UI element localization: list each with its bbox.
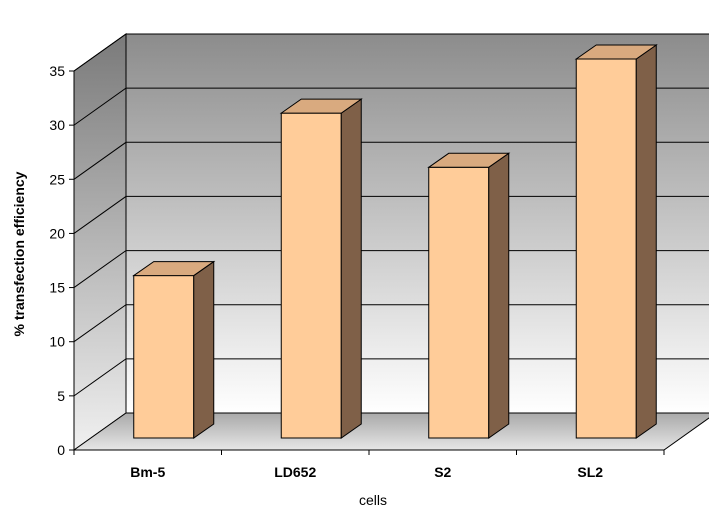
bar-sl2 bbox=[574, 44, 658, 439]
y-axis-title: % transfection efficiency bbox=[11, 171, 27, 336]
y-tick-label: 10 bbox=[49, 334, 65, 350]
gridline bbox=[73, 141, 709, 180]
gridline bbox=[73, 87, 709, 126]
bar-bm-5 bbox=[132, 260, 216, 439]
bar-side bbox=[340, 98, 362, 439]
x-tick-label: Bm-5 bbox=[130, 464, 165, 480]
bar-top bbox=[279, 98, 363, 114]
plot-walls bbox=[72, 33, 709, 451]
bar-front bbox=[575, 58, 637, 439]
gridline bbox=[73, 250, 709, 288]
bar-front bbox=[428, 166, 490, 439]
y-tick-label: 25 bbox=[49, 171, 65, 187]
x-tick-label: SL2 bbox=[577, 464, 603, 480]
bar-side bbox=[193, 260, 215, 439]
labels: 0 5 10 15 20 25 30 35 Bm-5 LD652 S2 SL2 bbox=[49, 63, 603, 480]
y-tick-label: 5 bbox=[57, 388, 65, 404]
gridline bbox=[73, 304, 709, 343]
gridline bbox=[73, 33, 709, 72]
bar-front bbox=[133, 275, 195, 439]
gridlines bbox=[69, 33, 709, 451]
y-tick-label: 15 bbox=[49, 280, 65, 296]
bar-top bbox=[574, 44, 658, 60]
x-tick-label: S2 bbox=[434, 464, 451, 480]
bar-ld652 bbox=[279, 98, 363, 439]
y-tick-label: 30 bbox=[49, 117, 65, 133]
y-tick-label: 20 bbox=[49, 225, 65, 241]
bars bbox=[132, 44, 658, 439]
bar-side bbox=[635, 44, 657, 439]
axes bbox=[73, 71, 665, 455]
side-wall bbox=[73, 33, 127, 451]
bar-top bbox=[427, 152, 511, 168]
gridline bbox=[73, 195, 709, 234]
x-axis-title: cells bbox=[359, 492, 387, 508]
bar-side bbox=[488, 152, 510, 439]
y-tick-label: 0 bbox=[57, 442, 65, 458]
y-tick-label: 35 bbox=[49, 63, 65, 79]
x-tick-label: LD652 bbox=[274, 464, 316, 480]
bar-front bbox=[280, 112, 342, 439]
bar-s2 bbox=[427, 152, 511, 439]
bar-top bbox=[132, 261, 216, 277]
gridline bbox=[73, 358, 709, 397]
